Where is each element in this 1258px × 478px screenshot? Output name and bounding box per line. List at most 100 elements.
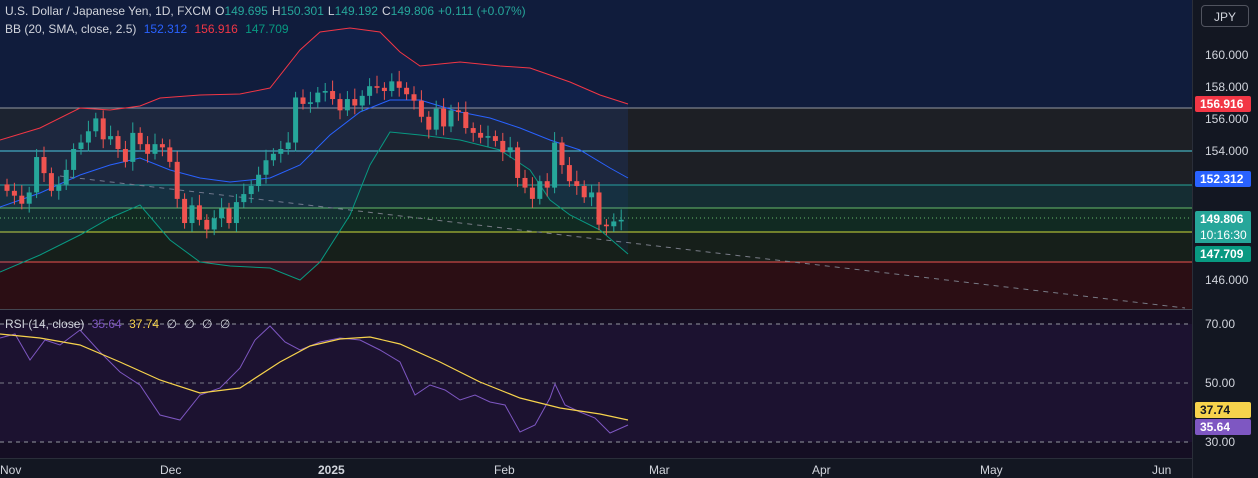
low-label: L xyxy=(327,4,335,18)
time-label: Jun xyxy=(1152,463,1172,477)
candles-group xyxy=(4,70,624,239)
candle-body xyxy=(352,99,358,106)
candle-body xyxy=(574,181,580,187)
high-label: H xyxy=(271,4,281,18)
candle-body xyxy=(359,95,365,106)
candle-body xyxy=(167,147,173,162)
candle-body xyxy=(34,157,40,193)
candle-body xyxy=(285,142,291,149)
candle-body xyxy=(603,224,609,227)
price-tick: 158.000 xyxy=(1205,80,1249,94)
candle-body xyxy=(196,205,202,220)
candle-body xyxy=(522,177,528,188)
candle-body xyxy=(559,142,565,166)
rsi-value: 35.64 xyxy=(91,317,122,331)
rsi-extra-3: ∅ xyxy=(202,317,213,331)
bb-fill xyxy=(0,28,628,280)
candle-body xyxy=(219,208,225,219)
time-axis[interactable]: Nov Dec 2025 Feb Mar Apr May Jun xyxy=(0,458,1192,478)
candle-body xyxy=(344,99,350,111)
candle-body xyxy=(256,174,262,187)
candle-body xyxy=(433,108,439,130)
bb-upper-line xyxy=(0,27,629,141)
candle-body xyxy=(596,192,602,225)
bb-basis-value: 152.312 xyxy=(143,22,188,36)
candle-body xyxy=(189,205,195,224)
candle-body xyxy=(4,184,10,191)
candle-body xyxy=(581,186,587,198)
candle-body xyxy=(515,147,521,178)
candle-body xyxy=(330,91,336,100)
candle-body xyxy=(78,142,84,149)
candle-body xyxy=(589,192,595,198)
candle-body xyxy=(48,173,54,191)
zone-resistance-ext xyxy=(628,108,1192,185)
rsi-line xyxy=(0,325,629,434)
price-tick: 156.000 xyxy=(1205,112,1249,126)
candle-body xyxy=(381,87,387,92)
trendline xyxy=(59,175,1186,309)
candle-body xyxy=(463,111,469,129)
time-label: 2025 xyxy=(318,463,345,477)
candle-body xyxy=(500,140,506,153)
high-value: 150.301 xyxy=(280,4,324,18)
pane-separator[interactable] xyxy=(0,309,1192,310)
rsi-legend[interactable]: RSI (14, close) 35.64 37.74 ∅ ∅ ∅ ∅ xyxy=(5,316,234,332)
candle-body xyxy=(19,195,25,204)
candle-body xyxy=(11,190,17,196)
rsi-ma-label: 37.74 xyxy=(1195,402,1251,418)
rsi-extra-2: ∅ xyxy=(184,317,195,331)
time-label: Dec xyxy=(160,463,182,477)
bb-legend[interactable]: BB (20, SMA, close, 2.5) 152.312 156.916… xyxy=(5,21,293,37)
currency-button[interactable]: JPY xyxy=(1201,5,1249,27)
candle-body xyxy=(485,136,491,138)
candle-body xyxy=(263,160,269,175)
close-value: 149.806 xyxy=(390,4,435,18)
chart-svg xyxy=(0,0,1192,443)
candle-body xyxy=(145,144,151,154)
candle-body xyxy=(537,181,543,199)
candle-body xyxy=(211,218,217,230)
chart-area[interactable]: U.S. Dollar / Japanese Yen, 1D, FXCM O149… xyxy=(0,0,1192,458)
time-label: Mar xyxy=(649,463,670,477)
candle-body xyxy=(137,132,143,145)
zone-upper-mid xyxy=(0,185,1192,208)
candle-body xyxy=(174,161,180,199)
symbol-legend[interactable]: U.S. Dollar / Japanese Yen, 1D, FXCM O149… xyxy=(5,3,530,19)
open-value: 149.695 xyxy=(224,4,268,18)
low-value: 149.192 xyxy=(334,4,378,18)
price-tick: 154.000 xyxy=(1205,144,1249,158)
candle-body xyxy=(507,147,513,153)
zone-lower-mid xyxy=(0,232,1192,262)
candle-body xyxy=(108,136,114,140)
rsi-ma-line xyxy=(0,333,629,421)
candle-body xyxy=(233,202,239,224)
candle-body xyxy=(159,144,165,148)
last-price-label: 149.806 xyxy=(1195,211,1251,227)
rsi-title: RSI (14, close) xyxy=(5,317,85,331)
bb-basis-line xyxy=(0,99,629,208)
price-tick: 146.000 xyxy=(1205,273,1249,287)
bb-basis-price-label: 152.312 xyxy=(1195,171,1251,187)
price-scale[interactable]: JPY 160.000 158.000 156.000 154.000 146.… xyxy=(1192,0,1258,478)
candle-body xyxy=(411,94,417,101)
symbol-title: U.S. Dollar / Japanese Yen, 1D, FXCM xyxy=(5,4,212,18)
candle-body xyxy=(56,184,62,191)
candle-body xyxy=(478,132,484,138)
rsi-value-label: 35.64 xyxy=(1195,419,1251,435)
time-label: Nov xyxy=(0,463,22,477)
candle-body xyxy=(322,91,328,93)
rsi-tick: 50.00 xyxy=(1205,376,1236,390)
countdown-label: 10:16:30 xyxy=(1195,227,1251,243)
price-tick: 160.000 xyxy=(1205,48,1249,62)
candle-body xyxy=(278,148,284,154)
candle-body xyxy=(204,219,210,230)
candle-body xyxy=(71,148,77,170)
candle-body xyxy=(85,131,91,143)
candle-body xyxy=(448,110,454,127)
rsi-tick: 70.00 xyxy=(1205,317,1236,331)
candle-body xyxy=(315,92,321,103)
time-label: May xyxy=(980,463,1003,477)
candle-body xyxy=(470,128,476,133)
